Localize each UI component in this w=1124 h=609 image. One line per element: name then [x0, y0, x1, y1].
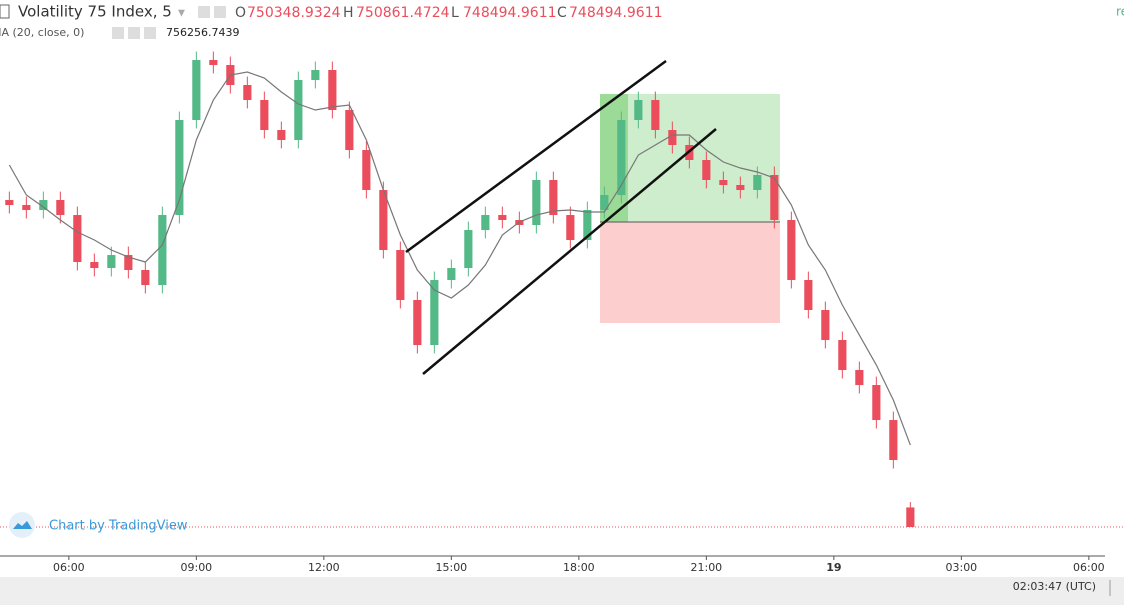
indicator-label: MA (20, close, 0)	[0, 26, 84, 39]
candle-body	[872, 385, 881, 421]
x-tick-label: 09:00	[180, 561, 212, 574]
candle-body	[158, 215, 167, 286]
bottom-bar	[0, 577, 1124, 605]
indicator-value: 756256.7439	[166, 26, 239, 39]
candle-body	[413, 300, 422, 346]
clock: 02:03:47 (UTC)	[1013, 580, 1096, 593]
candle-body	[889, 420, 898, 461]
candle-body	[260, 100, 269, 131]
candle-body	[838, 340, 847, 371]
candle-body	[702, 160, 711, 181]
channel-lower	[422, 128, 717, 375]
ohlc-value: 750861.4724	[356, 5, 450, 21]
candle-body	[583, 210, 592, 241]
candle-body	[379, 190, 388, 251]
candle-body	[56, 200, 65, 216]
corner-text: re	[1116, 5, 1124, 19]
candle-body	[804, 280, 813, 311]
candle-body	[821, 310, 830, 341]
symbol-icon[interactable]	[0, 4, 10, 19]
candle-body	[90, 262, 99, 269]
candle-body	[175, 120, 184, 216]
logo-badge	[9, 512, 35, 538]
candle-body	[430, 280, 439, 346]
ohlc-value: 750348.9324	[247, 5, 341, 21]
eye-icon[interactable]	[198, 6, 210, 18]
candle-body	[736, 185, 745, 191]
candle-body	[328, 70, 337, 111]
candle-body	[634, 100, 643, 121]
ohlc-value: 748494.9611	[463, 5, 557, 21]
candle-body	[73, 215, 82, 263]
candle-body	[107, 255, 116, 269]
candle-body	[719, 180, 728, 186]
x-tick-label: 06:00	[53, 561, 85, 574]
watermark[interactable]: Chart by TradingView	[49, 519, 188, 534]
candle-body	[141, 270, 150, 286]
candle-body	[311, 70, 320, 81]
candle-body	[243, 85, 252, 101]
candle-body	[345, 110, 354, 151]
x-tick-label: 15:00	[435, 561, 467, 574]
candle-body	[532, 180, 541, 226]
candle-body	[668, 130, 677, 146]
ohlc-label: C	[557, 5, 567, 21]
x-tick-label: 03:00	[945, 561, 977, 574]
candle-body	[617, 120, 626, 196]
candle-body	[498, 215, 507, 221]
candle-body	[855, 370, 864, 386]
candle-body	[39, 200, 48, 211]
symbol-title: Volatility 75 Index, 5	[18, 3, 172, 21]
channel-upper	[405, 59, 667, 254]
x-tick-label: 06:00	[1073, 561, 1105, 574]
ohlc-label: O	[235, 5, 246, 21]
ohlc-label: H	[343, 5, 354, 21]
dropdown[interactable]: ▼	[178, 9, 185, 19]
ohlc-value: 748494.9611	[569, 5, 663, 21]
candle-body	[770, 175, 779, 221]
candle-body	[294, 80, 303, 141]
candle-body	[600, 195, 609, 211]
ohlc-label: L	[451, 5, 459, 21]
candle-body	[362, 150, 371, 191]
candle-body	[906, 507, 915, 528]
settings-icon[interactable]	[214, 6, 226, 18]
plot-area	[0, 51, 1124, 528]
x-tick-label: 19	[826, 561, 841, 574]
settings-icon[interactable]	[128, 27, 140, 39]
x-tick-label: 12:00	[308, 561, 340, 574]
x-tick-label: 21:00	[690, 561, 722, 574]
candle-body	[277, 130, 286, 141]
candle-body	[5, 200, 14, 206]
moving-average	[8, 71, 911, 446]
candle-body	[481, 215, 490, 231]
close-icon[interactable]	[144, 27, 156, 39]
candle-body	[447, 268, 456, 281]
candle-body	[209, 60, 218, 66]
loss-zone	[600, 222, 780, 323]
candle-body	[787, 220, 796, 281]
candle-body	[22, 205, 31, 211]
candle-body	[396, 250, 405, 301]
eye-icon[interactable]	[112, 27, 124, 39]
candle-body	[464, 230, 473, 269]
candle-body	[651, 100, 660, 131]
candle-body	[124, 255, 133, 271]
x-tick-label: 18:00	[563, 561, 595, 574]
logo	[13, 521, 32, 529]
candle-body	[549, 180, 558, 216]
candle-body	[192, 60, 201, 121]
candle-body	[753, 175, 762, 191]
candle-body	[566, 215, 575, 241]
